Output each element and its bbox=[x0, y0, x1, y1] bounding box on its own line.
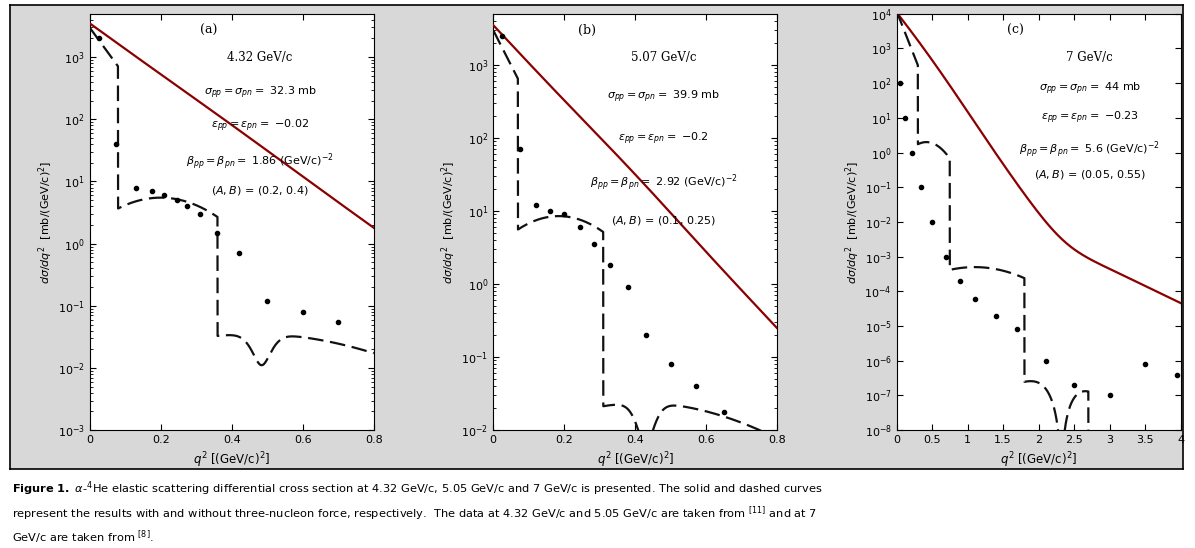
Text: (b): (b) bbox=[578, 24, 596, 37]
X-axis label: $q^2$ $[\mathrm{(GeV/c)^2}]$: $q^2$ $[\mathrm{(GeV/c)^2}]$ bbox=[1000, 450, 1077, 470]
Text: $(A, B)$ = (0.05, 0.55): $(A, B)$ = (0.05, 0.55) bbox=[1034, 168, 1146, 181]
Text: $\sigma_{pp}{=}\sigma_{pn}{=}$ 39.9 mb: $\sigma_{pp}{=}\sigma_{pn}{=}$ 39.9 mb bbox=[607, 89, 721, 105]
Text: $\varepsilon_{pp}{=}\varepsilon_{pn}{=}$ $-$0.02: $\varepsilon_{pp}{=}\varepsilon_{pn}{=}$… bbox=[212, 118, 310, 134]
Text: $\beta_{pp}{=}\beta_{pn}{=}$ 1.86 (GeV/c)$^{-2}$: $\beta_{pp}{=}\beta_{pn}{=}$ 1.86 (GeV/c… bbox=[186, 151, 335, 172]
Y-axis label: $d\sigma/dq^2$  $[\mathrm{mb/(GeV/c)^2}]$: $d\sigma/dq^2$ $[\mathrm{mb/(GeV/c)^2}]$ bbox=[842, 161, 862, 283]
Text: 4.32 GeV/c: 4.32 GeV/c bbox=[227, 51, 293, 64]
Text: GeV/c are taken from $^{[8]}$.: GeV/c are taken from $^{[8]}$. bbox=[12, 529, 154, 546]
Text: $\sigma_{pp}{=}\sigma_{pn}{=}$ 32.3 mb: $\sigma_{pp}{=}\sigma_{pn}{=}$ 32.3 mb bbox=[203, 84, 317, 101]
Text: 5.07 GeV/c: 5.07 GeV/c bbox=[631, 51, 697, 64]
X-axis label: $q^2$ $[\mathrm{(GeV/c)^2}]$: $q^2$ $[\mathrm{(GeV/c)^2}]$ bbox=[194, 450, 270, 470]
Text: $\varepsilon_{pp}{=}\varepsilon_{pn}{=}$ $-$0.23: $\varepsilon_{pp}{=}\varepsilon_{pn}{=}$… bbox=[1041, 110, 1139, 126]
X-axis label: $q^2$ $[\mathrm{(GeV/c)^2}]$: $q^2$ $[\mathrm{(GeV/c)^2}]$ bbox=[596, 450, 674, 470]
Text: 7 GeV/c: 7 GeV/c bbox=[1066, 51, 1113, 64]
Text: $\mathbf{Figure\ 1.}$ $\alpha$-$^4$He elastic scattering differential cross sect: $\mathbf{Figure\ 1.}$ $\alpha$-$^4$He el… bbox=[12, 480, 822, 498]
Text: $\beta_{pp}{=}\beta_{pn}{=}$ 2.92 (GeV/c)$^{-2}$: $\beta_{pp}{=}\beta_{pn}{=}$ 2.92 (GeV/c… bbox=[589, 172, 737, 193]
Text: $(A, B)$ = (0.2, 0.4): $(A, B)$ = (0.2, 0.4) bbox=[212, 185, 310, 197]
Y-axis label: $d\sigma/dq^2$  $[\mathrm{mb/(GeV/c)^2}]$: $d\sigma/dq^2$ $[\mathrm{mb/(GeV/c)^2}]$ bbox=[440, 161, 459, 283]
Y-axis label: $d\sigma/dq^2$  $[\mathrm{mb/(GeV/c)^2}]$: $d\sigma/dq^2$ $[\mathrm{mb/(GeV/c)^2}]$ bbox=[36, 161, 55, 283]
Text: (c): (c) bbox=[1007, 24, 1024, 37]
Text: $\sigma_{pp}{=}\sigma_{pn}{=}$ 44 mb: $\sigma_{pp}{=}\sigma_{pn}{=}$ 44 mb bbox=[1038, 81, 1141, 97]
Text: $(A, B)$ = (0.1, 0.25): $(A, B)$ = (0.1, 0.25) bbox=[611, 214, 716, 227]
Text: (a): (a) bbox=[201, 24, 217, 37]
Text: $\beta_{pp}{=}\beta_{pn}{=}$ 5.6 (GeV/c)$^{-2}$: $\beta_{pp}{=}\beta_{pn}{=}$ 5.6 (GeV/c)… bbox=[1019, 139, 1160, 159]
Text: $\varepsilon_{pp}{=}\varepsilon_{pn}{=}$ $-$0.2: $\varepsilon_{pp}{=}\varepsilon_{pn}{=}$… bbox=[618, 130, 709, 147]
Text: represent the results with and without three-nucleon force, respectively.  The d: represent the results with and without t… bbox=[12, 504, 817, 523]
